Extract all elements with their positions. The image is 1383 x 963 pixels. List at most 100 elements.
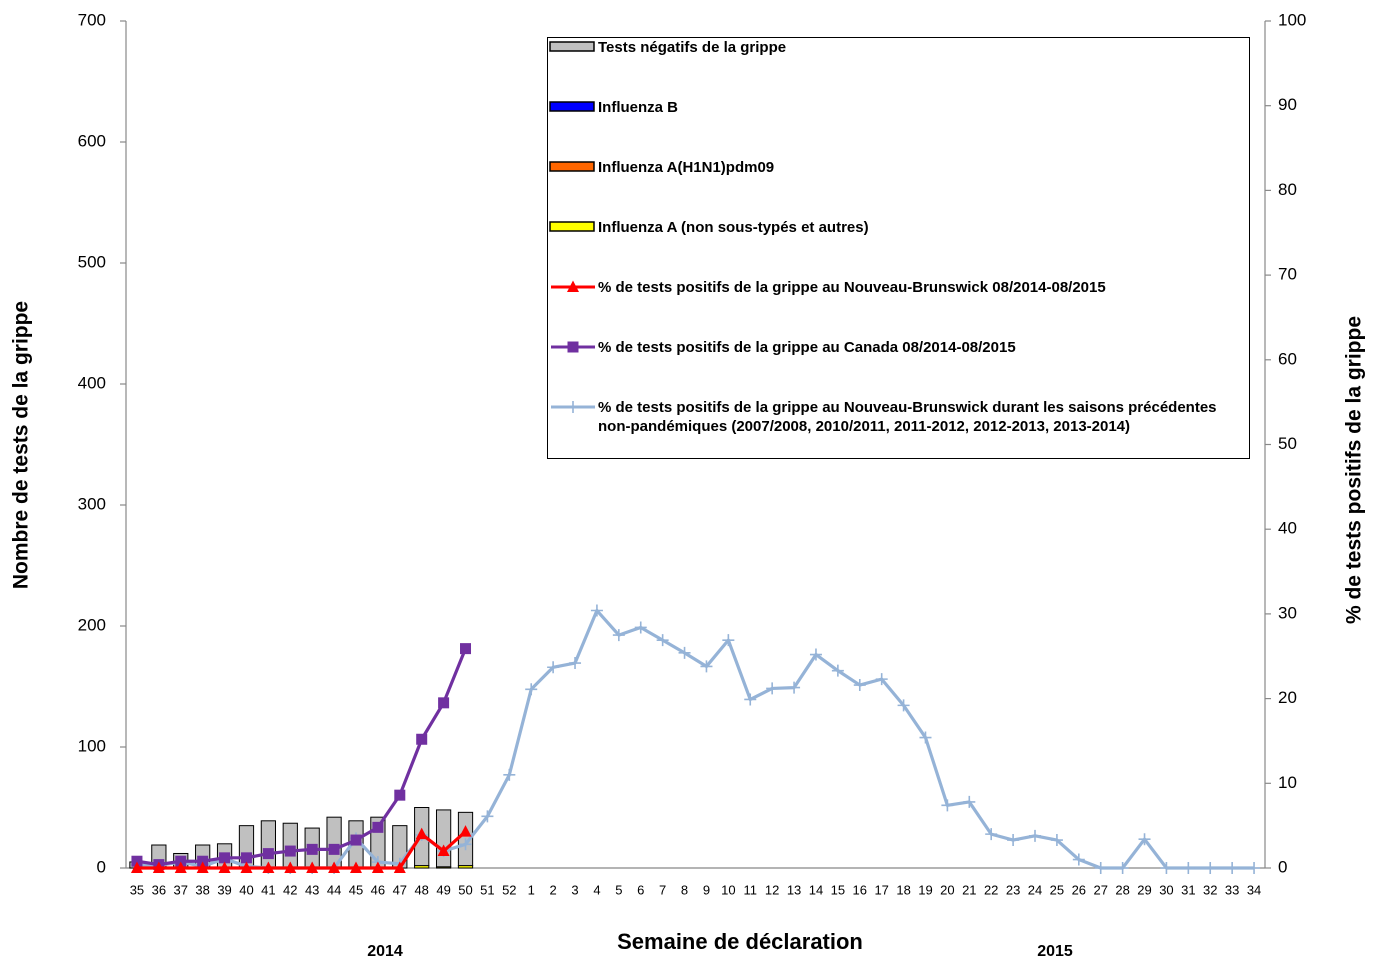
marker	[240, 861, 253, 873]
x-tick-label: 37	[174, 882, 188, 897]
x-tick-label: 45	[349, 882, 363, 897]
legend-bar	[549, 101, 595, 112]
legend-label: Tests négatifs de la grippe	[598, 39, 787, 56]
y2-tick-label: 40	[1278, 519, 1297, 538]
marker	[875, 673, 888, 686]
marker	[567, 401, 579, 413]
legend-label: % de tests positifs de la grippe au Cana…	[598, 339, 1016, 356]
legend-entry: % de tests positifs de la grippe au Cana…	[548, 339, 1238, 357]
x-tick-label: 18	[896, 882, 910, 897]
marker	[437, 844, 450, 857]
marker	[197, 855, 209, 867]
x-tick-label: 14	[809, 882, 823, 897]
marker	[547, 661, 560, 674]
marker	[284, 845, 296, 857]
x-tick-label: 17	[874, 882, 888, 897]
x-tick-label: 20	[940, 882, 954, 897]
marker	[416, 733, 428, 745]
x-tick-label: 10	[721, 882, 735, 897]
marker	[459, 838, 472, 851]
marker	[460, 643, 472, 655]
y-tick-label: 400	[78, 373, 106, 392]
marker	[919, 731, 932, 744]
marker	[393, 861, 406, 873]
x-tick-label: 16	[853, 882, 867, 897]
legend-bar	[549, 221, 595, 232]
x-tick-label: 13	[787, 882, 801, 897]
marker	[349, 861, 362, 873]
legend-swatch	[549, 221, 595, 232]
marker	[1160, 862, 1173, 874]
marker	[590, 604, 603, 617]
marker	[438, 697, 450, 709]
marker	[394, 789, 406, 801]
marker	[1248, 862, 1261, 874]
bar-segment	[260, 820, 276, 869]
x-tick-label: 50	[458, 882, 472, 897]
legend-swatch	[551, 401, 595, 413]
y2-tick-label: 60	[1278, 349, 1297, 368]
marker	[350, 834, 362, 846]
series-line	[136, 830, 467, 870]
marker	[306, 843, 318, 855]
x-tick-label: 42	[283, 882, 297, 897]
legend-entry: Influenza A (non sous-typés et autres)	[548, 219, 1238, 237]
marker	[481, 810, 494, 823]
marker	[897, 699, 910, 712]
x-tick-label: 35	[130, 882, 144, 897]
marker	[809, 648, 822, 661]
marker	[1050, 834, 1063, 847]
marker	[1138, 833, 1151, 846]
marker	[131, 855, 143, 867]
x-tick-label: 32	[1203, 882, 1217, 897]
legend-entry: Influenza A(H1N1)pdm09	[548, 159, 1238, 177]
marker	[567, 341, 579, 353]
x-tick-label: 11	[744, 882, 758, 897]
y-tick-label: 0	[97, 857, 106, 876]
marker	[262, 848, 274, 860]
legend-swatch	[549, 101, 595, 112]
marker	[306, 861, 319, 873]
x-tick-label: 44	[327, 882, 341, 897]
marker	[218, 861, 231, 873]
x-tick-label: 31	[1181, 882, 1195, 897]
marker	[853, 679, 866, 692]
marker	[612, 629, 625, 642]
marker	[1182, 862, 1195, 874]
legend-label: % de tests positifs de la grippe au Nouv…	[598, 399, 1217, 435]
marker	[130, 861, 143, 873]
legend-label: % de tests positifs de la grippe au Nouv…	[598, 279, 1106, 296]
series-line	[136, 608, 1255, 870]
legend-label: Influenza A(H1N1)pdm09	[598, 159, 775, 176]
y-tick-label: 700	[78, 10, 106, 29]
y2-tick-label: 90	[1278, 95, 1297, 114]
y2-tick-label: 10	[1278, 773, 1297, 792]
marker	[1116, 862, 1129, 874]
x-tick-label: 19	[918, 882, 932, 897]
legend-bar	[549, 41, 595, 52]
marker	[196, 861, 209, 873]
x-tick-label: 33	[1225, 882, 1239, 897]
x-tick-label: 29	[1137, 882, 1151, 897]
marker	[1204, 862, 1217, 874]
y2-axis-title: % de tests positifs de la grippe	[1343, 316, 1366, 624]
x-tick-label: 5	[615, 882, 622, 897]
x-tick-label: 6	[637, 882, 644, 897]
x-tick-label: 23	[1006, 882, 1020, 897]
marker	[503, 768, 516, 781]
legend-entry: % de tests positifs de la grippe au Nouv…	[548, 279, 1238, 297]
marker	[678, 646, 691, 659]
x-tick-label: 3	[571, 882, 578, 897]
marker	[700, 660, 713, 673]
marker	[371, 861, 384, 873]
x-tick-label: 39	[217, 882, 231, 897]
legend: Tests négatifs de la grippe Influenza B In…	[547, 37, 1250, 459]
marker	[1226, 862, 1239, 874]
x-axis-title: Semaine de déclaration	[617, 929, 863, 954]
x-tick-label: 24	[1028, 882, 1042, 897]
legend-entry: Tests négatifs de la grippe	[548, 39, 1238, 57]
x-tick-label: 4	[593, 882, 600, 897]
marker	[941, 799, 954, 812]
x-tick-label: 9	[703, 882, 710, 897]
